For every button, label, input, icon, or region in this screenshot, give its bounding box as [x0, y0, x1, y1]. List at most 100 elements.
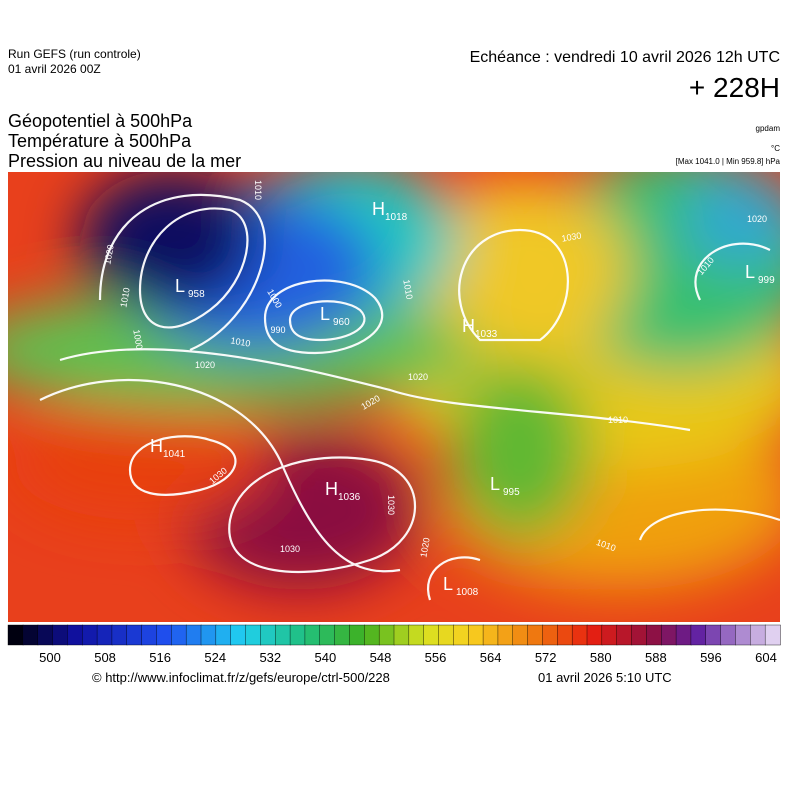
center-letter: L [490, 474, 500, 494]
isobar-label: 1020 [747, 214, 767, 224]
colorbar-swatch [304, 624, 321, 646]
colorbar-swatch [7, 624, 24, 646]
colorbar-tick: 556 [425, 650, 447, 665]
colorbar-swatch [542, 624, 559, 646]
colorbar-swatch [378, 624, 395, 646]
colorbar-swatch [750, 624, 766, 646]
colorbar-swatch [601, 624, 618, 646]
title: Géopotentiel à 500hPa [8, 111, 193, 131]
colorbar-tick: 508 [94, 650, 116, 665]
colorbar-swatch [52, 624, 69, 646]
colorbar-swatch [408, 624, 425, 646]
center-value: 1033 [475, 329, 498, 340]
colorbar-swatch [171, 624, 187, 646]
colorbar-swatch [631, 624, 648, 646]
center-letter: L [175, 276, 185, 296]
colorbar-swatch [527, 624, 544, 646]
center-letter: H [372, 199, 385, 219]
colorbar-swatch [96, 624, 113, 646]
unit: °C [771, 144, 780, 153]
colorbar-swatch [126, 624, 143, 646]
isobar-label: 1020 [418, 537, 431, 558]
colorbar-tick: 500 [39, 650, 61, 665]
isobar-label: 1000 [131, 329, 144, 350]
unit: [Max 1041.0 | Min 959.8] hPa [676, 157, 781, 166]
center-value: 1018 [385, 212, 408, 223]
colorbar-swatch [111, 624, 128, 646]
isobar-label: 1020 [102, 244, 115, 265]
center-value: 1041 [163, 449, 186, 460]
center-value: 995 [503, 487, 520, 498]
center-value: 958 [188, 289, 205, 300]
source: © http://www.infoclimat.fr/z/gefs/europe… [92, 670, 390, 685]
colorbar-tick: 580 [590, 650, 612, 665]
colorbar-tick: 572 [535, 650, 557, 665]
colorbar-swatch [334, 624, 351, 646]
isobar-label: 1010 [253, 180, 263, 200]
isobar-label: 1030 [561, 230, 582, 243]
isobar-label: 990 [270, 325, 285, 335]
isobar-label: 1030 [280, 544, 300, 554]
colorbar-swatch [215, 624, 232, 646]
isobar-label: 1010 [230, 335, 251, 348]
colorbar-swatch [289, 624, 306, 646]
unit: gpdam [756, 124, 781, 133]
colorbar-tick: 532 [259, 650, 281, 665]
center-letter: H [325, 479, 338, 499]
title: Pression au niveau de la mer [8, 151, 241, 171]
isobar-label: 1010 [608, 415, 628, 425]
colorbar-swatch [230, 624, 247, 646]
generated: 01 avril 2026 5:10 UTC [538, 670, 672, 685]
center-value: 999 [758, 275, 775, 286]
colorbar-swatch [512, 624, 529, 646]
center-value: 1008 [456, 587, 479, 598]
colorbar-swatch [393, 624, 410, 646]
colorbar-tick: 588 [645, 650, 667, 665]
colorbar-swatch [675, 624, 692, 646]
colorbar-swatch [200, 624, 217, 646]
isobar-label: 1020 [195, 360, 215, 370]
colorbar-swatch [705, 624, 722, 646]
colorbar-tick: 596 [700, 650, 722, 665]
center-letter: L [443, 574, 453, 594]
colorbar-swatch [453, 624, 469, 646]
center-value: 960 [333, 317, 350, 328]
colorbar-swatch [349, 624, 366, 646]
colorbar-swatch [423, 624, 440, 646]
isobar-label: 1010 [401, 279, 414, 300]
center-value: 1036 [338, 492, 361, 503]
colorbar-swatch [764, 624, 781, 646]
colorbar-swatch [720, 624, 737, 646]
colorbar-swatch [438, 624, 455, 646]
center-letter: H [462, 316, 475, 336]
colorbar-swatch [364, 624, 380, 646]
colorbar-tick: 524 [204, 650, 226, 665]
colorbar-swatch [735, 624, 752, 646]
colorbar-swatch [661, 624, 677, 646]
colorbar-swatch [260, 624, 276, 646]
colorbar-swatch [156, 624, 173, 646]
colorbar-swatch [22, 624, 39, 646]
colorbar-swatch [616, 624, 633, 646]
colorbar-tick: 548 [370, 650, 392, 665]
run-date: 01 avril 2026 00Z [8, 62, 101, 76]
colorbar-swatch [319, 624, 336, 646]
colorbar-swatch [586, 624, 603, 646]
isobar-label: 1020 [408, 372, 428, 382]
colorbar-swatch [141, 624, 158, 646]
title: Température à 500hPa [8, 131, 192, 151]
colorbar-swatch [82, 624, 98, 646]
run: Run GEFS (run controle) [8, 47, 141, 61]
colorbar-tick: 540 [315, 650, 337, 665]
colorbar-swatch [497, 624, 514, 646]
colorbar-swatch [557, 624, 573, 646]
colorbar-tick: 604 [755, 650, 777, 665]
center-letter: L [320, 304, 330, 324]
colorbar-swatch [690, 624, 707, 646]
colorbar-tick: 516 [149, 650, 171, 665]
colorbar-swatch [37, 624, 54, 646]
colorbar-swatch [468, 624, 484, 646]
valid-time: Echéance : vendredi 10 avril 2026 12h UT… [470, 49, 780, 66]
